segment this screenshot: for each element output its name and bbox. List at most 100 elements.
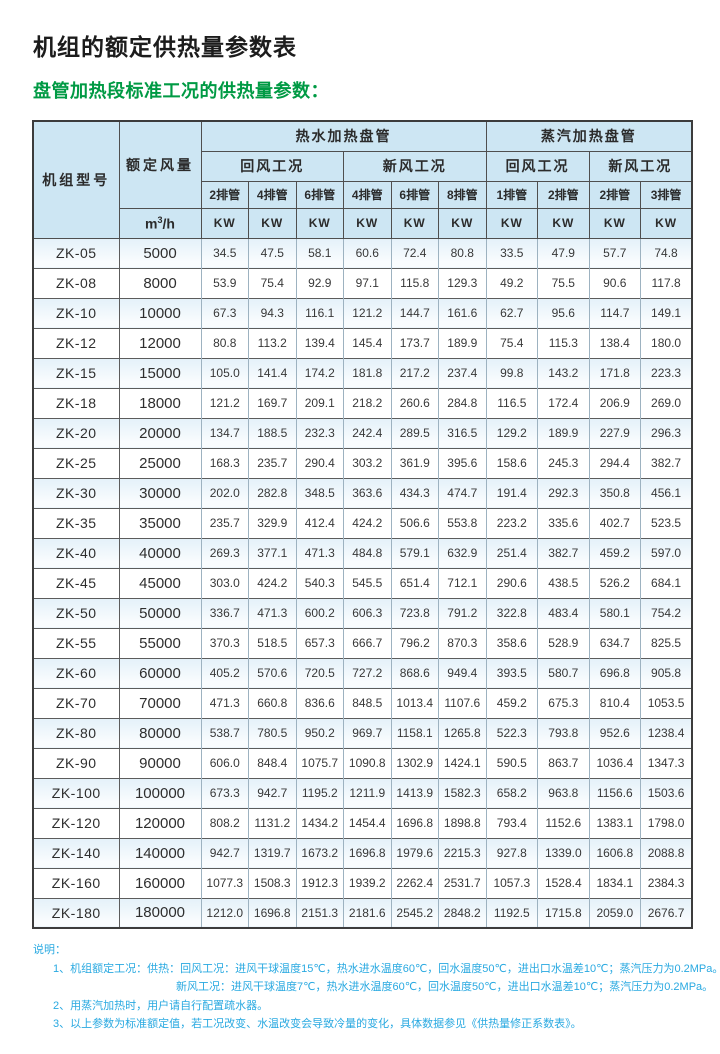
unit-model-cell: ZK-35 [33,507,119,538]
capacity-value-cell: 245.3 [537,447,590,478]
unit-model-cell: ZK-08 [33,267,119,298]
capacity-value-cell: 67.3 [200,297,249,328]
capacity-value-cell: 1158.1 [390,717,439,748]
capacity-value-cell: 2088.8 [640,837,693,868]
capacity-value-cell: 634.7 [588,627,641,658]
capacity-value-cell: 294.4 [588,447,641,478]
capacity-value-cell: 134.7 [200,417,249,448]
capacity-value-cell: 322.8 [485,597,538,628]
capacity-value-cell: 438.5 [537,567,590,598]
capacity-value-cell: 402.7 [588,507,641,538]
airflow-value-cell: 120000 [118,807,201,838]
capacity-value-cell: 121.2 [200,387,249,418]
capacity-value-cell: 242.4 [343,417,391,448]
capacity-value-cell: 58.1 [295,237,344,268]
capacity-value-cell: 1265.8 [438,717,487,748]
capacity-value-cell: 754.2 [640,597,693,628]
capacity-value-cell: 1212.0 [200,897,249,928]
table-row: ZK-140 140000 942.7 1319.7 1673.2 1696.8 1979.… [33,837,693,868]
airflow-value-cell: 5000 [118,237,201,268]
capacity-value-cell: 171.8 [588,357,641,388]
capacity-value-cell: 382.7 [537,537,590,568]
unit-model-cell: ZK-18 [33,387,119,418]
airflow-value-cell: 12000 [118,327,201,358]
capacity-value-cell: 424.2 [248,567,296,598]
table-row: ZK-10 10000 67.3 94.3 116.1 121.2 144.7 161.6 62… [33,297,693,328]
capacity-value-cell: 92.9 [295,267,344,298]
capacity-value-cell: 363.6 [343,477,391,508]
capacity-value-cell: 168.3 [200,447,249,478]
capacity-value-cell: 62.7 [485,297,538,328]
capacity-value-cell: 72.4 [390,237,439,268]
table-row: ZK-120 120000 808.2 1131.2 1434.2 1454.4 1696.… [33,807,693,838]
capacity-value-cell: 335.6 [537,507,590,538]
capacity-value-cell: 471.3 [295,537,344,568]
capacity-value-cell: 80.8 [438,237,487,268]
capacity-value-cell: 863.7 [537,747,590,778]
capacity-value-cell: 115.3 [537,327,590,358]
airflow-value-cell: 30000 [118,477,201,508]
capacity-value-cell: 963.8 [537,777,590,808]
kw-unit-label: KW [200,207,249,239]
capacity-value-cell: 1939.2 [343,867,391,898]
kw-unit-label: KW [588,207,642,239]
table-row: ZK-40 40000 269.3 377.1 471.3 484.8 579.1 632.9… [33,537,693,568]
cond-header-fresh-air-hw: 新风工况 [343,150,487,182]
coil-count-header: 2排管 [200,180,249,209]
capacity-value-cell: 2262.4 [390,867,439,898]
capacity-value-cell: 1696.8 [390,807,439,838]
capacity-value-cell: 1834.1 [588,867,641,898]
capacity-value-cell: 1715.8 [537,897,590,928]
capacity-value-cell: 1152.6 [537,807,590,838]
table-row: ZK-18 18000 121.2 169.7 209.1 218.2 260.6 284.8… [33,387,693,418]
capacity-value-cell: 1454.4 [343,807,391,838]
group-header-hot-water-coil: 热水加热盘管 [200,120,487,152]
capacity-value-cell: 522.3 [485,717,538,748]
capacity-value-cell: 2059.0 [588,897,641,928]
capacity-value-cell: 2848.2 [438,897,487,928]
capacity-value-cell: 2531.7 [438,867,487,898]
capacity-value-cell: 117.8 [640,267,693,298]
capacity-value-cell: 97.1 [343,267,391,298]
capacity-value-cell: 350.8 [588,477,641,508]
capacity-value-cell: 223.3 [640,357,693,388]
kw-unit-label: KW [640,207,693,239]
capacity-value-cell: 1434.2 [295,807,344,838]
capacity-value-cell: 75.4 [248,267,296,298]
coil-count-header: 1排管 [485,180,539,209]
airflow-value-cell: 25000 [118,447,201,478]
capacity-value-cell: 282.8 [248,477,296,508]
capacity-value-cell: 290.6 [485,567,538,598]
airflow-value-cell: 35000 [118,507,201,538]
table-row: ZK-25 25000 168.3 235.7 290.4 303.2 361.9 395.6… [33,447,693,478]
capacity-value-cell: 606.3 [343,597,391,628]
table-body: ZK-05 5000 34.5 47.5 58.1 60.6 72.4 80.8 33.5 47.… [33,237,693,928]
capacity-value-cell: 942.7 [200,837,249,868]
capacity-value-cell: 269.3 [200,537,249,568]
capacity-value-cell: 868.6 [390,657,439,688]
capacity-value-cell: 358.6 [485,627,538,658]
header-row-groups: 机组型号 额定风量 热水加热盘管 蒸汽加热盘管 [32,120,693,239]
capacity-value-cell: 1673.2 [295,837,344,868]
capacity-value-cell: 1013.4 [390,687,439,718]
capacity-value-cell: 1696.8 [248,897,296,928]
capacity-value-cell: 336.7 [200,597,249,628]
capacity-value-cell: 580.7 [537,657,590,688]
airflow-value-cell: 90000 [118,747,201,778]
capacity-value-cell: 95.6 [537,297,590,328]
capacity-value-cell: 116.1 [295,297,344,328]
capacity-value-cell: 651.4 [390,567,439,598]
airflow-value-cell: 50000 [118,597,201,628]
coil-count-header: 6排管 [390,180,439,209]
airflow-value-cell: 180000 [118,897,201,928]
unit-model-cell: ZK-25 [33,447,119,478]
capacity-value-cell: 1606.8 [588,837,641,868]
table-row: ZK-35 35000 235.7 329.9 412.4 424.2 506.6 553.8… [33,507,693,538]
capacity-value-cell: 660.8 [248,687,296,718]
capacity-value-cell: 235.7 [200,507,249,538]
unit-model-cell: ZK-80 [33,717,119,748]
capacity-value-cell: 793.8 [537,717,590,748]
capacity-value-cell: 143.2 [537,357,590,388]
capacity-value-cell: 1131.2 [248,807,296,838]
coil-count-header: 8排管 [438,180,487,209]
